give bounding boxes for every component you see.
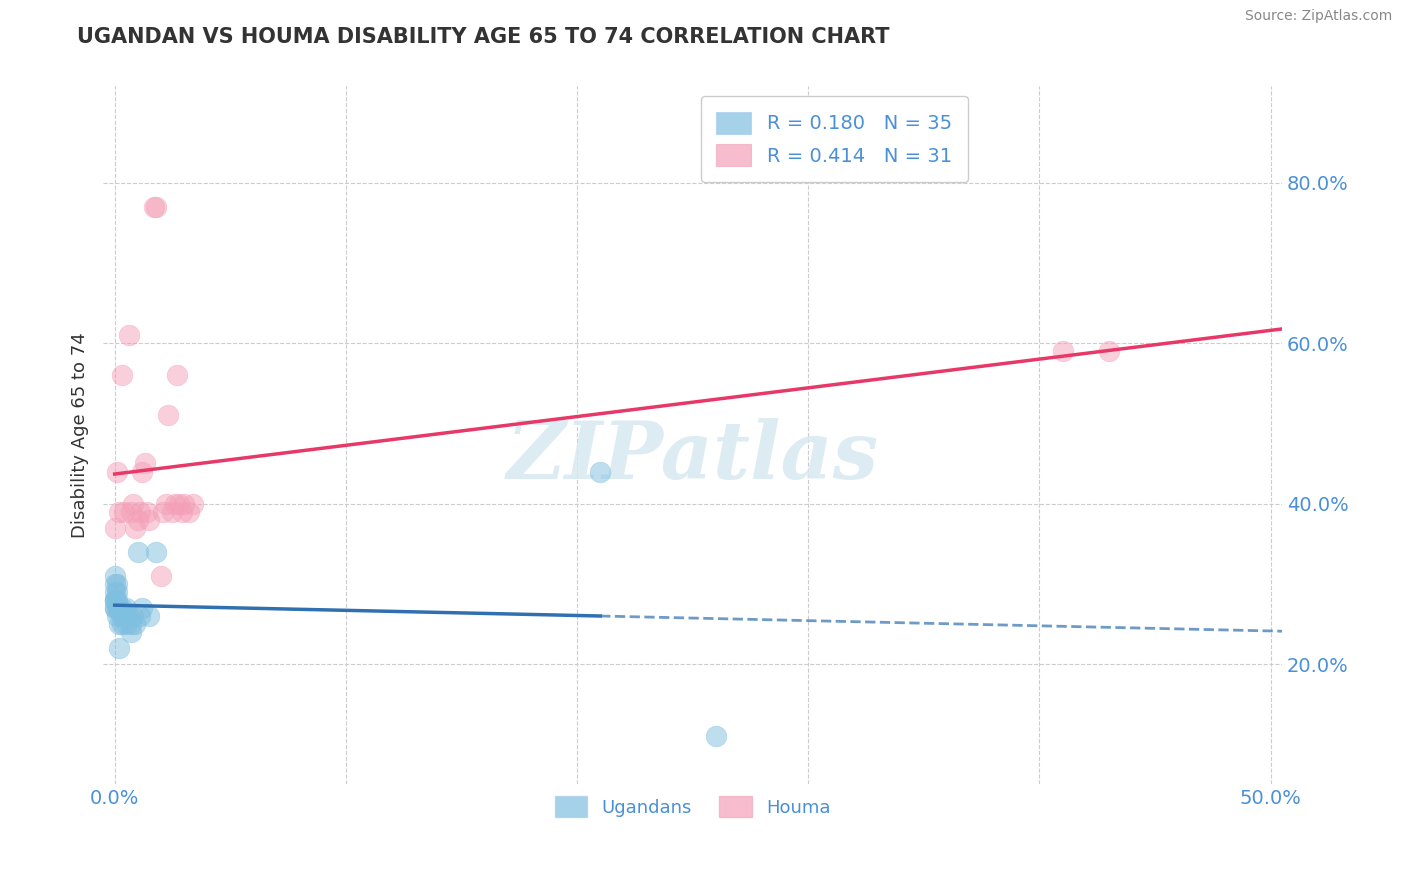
Point — [120, 624, 142, 639]
Point — [129, 505, 152, 519]
Point — [104, 577, 127, 591]
Point — [156, 409, 179, 423]
Point — [124, 521, 146, 535]
Point — [129, 609, 152, 624]
Point — [104, 521, 127, 535]
Point — [105, 609, 128, 624]
Point — [108, 640, 131, 655]
Point — [177, 505, 200, 519]
Point — [131, 601, 153, 615]
Point — [111, 609, 134, 624]
Point — [138, 513, 160, 527]
Point — [155, 497, 177, 511]
Point — [173, 497, 195, 511]
Point — [138, 609, 160, 624]
Point — [105, 465, 128, 479]
Point — [108, 601, 131, 615]
Y-axis label: Disability Age 65 to 74: Disability Age 65 to 74 — [72, 333, 89, 538]
Point — [704, 729, 727, 743]
Point — [181, 497, 204, 511]
Point — [111, 616, 134, 631]
Point — [108, 505, 131, 519]
Point — [145, 545, 167, 559]
Text: UGANDAN VS HOUMA DISABILITY AGE 65 TO 74 CORRELATION CHART: UGANDAN VS HOUMA DISABILITY AGE 65 TO 74… — [77, 27, 890, 46]
Point — [1052, 344, 1074, 359]
Point — [108, 616, 131, 631]
Point — [115, 601, 138, 615]
Point — [131, 465, 153, 479]
Point — [104, 593, 127, 607]
Point — [105, 585, 128, 599]
Legend: Ugandans, Houma: Ugandans, Houma — [547, 789, 838, 824]
Point — [117, 328, 139, 343]
Point — [136, 505, 159, 519]
Point — [104, 593, 127, 607]
Point — [105, 593, 128, 607]
Point — [127, 513, 149, 527]
Point — [589, 465, 612, 479]
Point — [112, 609, 135, 624]
Point — [124, 616, 146, 631]
Point — [143, 200, 166, 214]
Text: ZIPatlas: ZIPatlas — [506, 417, 879, 495]
Point — [166, 368, 188, 383]
Point — [152, 505, 174, 519]
Point — [112, 505, 135, 519]
Point — [104, 593, 127, 607]
Point — [115, 616, 138, 631]
Point — [134, 457, 156, 471]
Point — [105, 601, 128, 615]
Point — [104, 569, 127, 583]
Point — [111, 368, 134, 383]
Point — [162, 505, 184, 519]
Point — [117, 609, 139, 624]
Point — [104, 601, 127, 615]
Point — [169, 497, 191, 511]
Point — [122, 497, 145, 511]
Point — [105, 577, 128, 591]
Point — [145, 200, 167, 214]
Point — [120, 616, 142, 631]
Point — [163, 497, 186, 511]
Point — [170, 505, 193, 519]
Point — [104, 601, 127, 615]
Point — [120, 505, 142, 519]
Point — [1098, 344, 1121, 359]
Point — [111, 601, 134, 615]
Point — [104, 585, 127, 599]
Point — [108, 601, 131, 615]
Text: Source: ZipAtlas.com: Source: ZipAtlas.com — [1244, 9, 1392, 23]
Point — [149, 569, 172, 583]
Point — [122, 609, 145, 624]
Point — [127, 545, 149, 559]
